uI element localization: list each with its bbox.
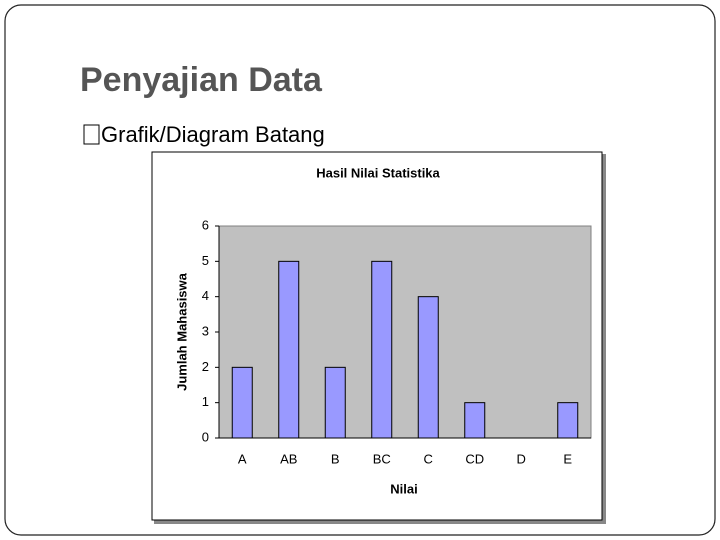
x-tick-label: B (331, 451, 340, 466)
x-tick-label: BC (373, 451, 391, 466)
bar (464, 402, 486, 439)
x-axis-label: Nilai (390, 481, 417, 496)
y-tick-label: 6 (202, 217, 209, 232)
bullet-box (83, 124, 100, 145)
y-tick-label: 4 (202, 288, 209, 303)
x-tick-label: C (424, 451, 433, 466)
y-tick-label: 3 (202, 323, 209, 338)
bar (231, 366, 253, 439)
y-tick-label: 1 (202, 394, 209, 409)
plot-area (218, 225, 592, 439)
y-tick-label: 5 (202, 253, 209, 268)
bar (557, 402, 579, 439)
slide-title: Penyajian Data (80, 61, 323, 99)
y-axis-label: Jumlah Mahasiswa (174, 272, 189, 391)
chart-title: Hasil Nilai Statistika (316, 165, 440, 180)
y-tick-label: 2 (202, 359, 209, 374)
bar (278, 260, 300, 439)
x-tick-label: AB (280, 451, 297, 466)
x-tick-label: A (238, 451, 247, 466)
bullet-text: Grafik/Diagram Batang (101, 122, 325, 147)
bar (371, 260, 393, 439)
y-tick-label: 0 (202, 429, 209, 444)
x-tick-label: E (563, 451, 572, 466)
bar (324, 366, 346, 439)
bar (417, 296, 439, 439)
x-tick-label: CD (465, 451, 484, 466)
x-tick-label: D (517, 451, 526, 466)
